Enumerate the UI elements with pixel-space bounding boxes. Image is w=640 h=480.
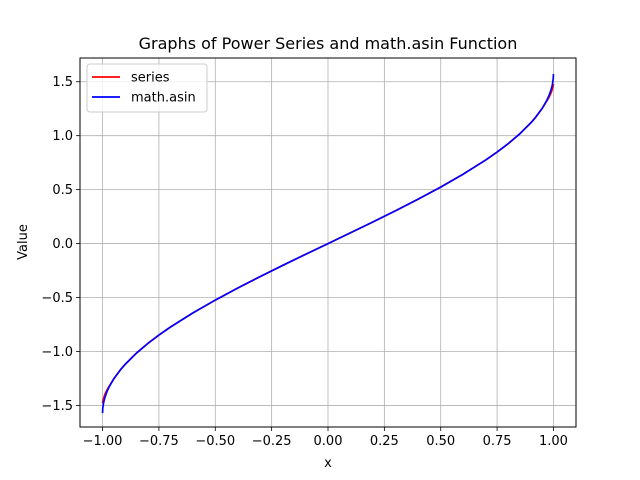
legend-label: series [131, 71, 170, 86]
x-axis-label: x [324, 456, 332, 471]
y-tick-label: 0.5 [52, 183, 73, 198]
x-tick-label: 0.25 [370, 434, 399, 449]
y-tick-label: 1.5 [52, 75, 73, 90]
x-tick-label: −1.00 [83, 434, 123, 449]
chart-title: Graphs of Power Series and math.asin Fun… [139, 34, 518, 53]
x-tick-label: 0.00 [314, 434, 343, 449]
x-tick-label: −0.75 [139, 434, 179, 449]
y-tick-label: −1.0 [41, 345, 73, 360]
y-tick-label: 1.0 [52, 129, 73, 144]
y-tick-label: 0.0 [52, 237, 73, 252]
x-tick-label: 1.00 [539, 434, 568, 449]
series-lines [101, 74, 555, 414]
legend: series math.asin [86, 63, 208, 113]
x-tick-label: −0.50 [195, 434, 235, 449]
y-axis-ticks: −1.5 −1.0 −0.5 0.0 0.5 1.0 1.5 [41, 75, 80, 414]
x-tick-label: 0.75 [483, 434, 512, 449]
y-tick-label: −1.5 [41, 399, 73, 414]
legend-label: math.asin [131, 91, 196, 106]
x-tick-label: 0.50 [426, 434, 455, 449]
x-tick-label: −0.25 [252, 434, 292, 449]
grid [80, 58, 576, 427]
y-tick-label: −0.5 [41, 291, 73, 306]
series-line-math-asin [101, 74, 555, 414]
x-axis-ticks: −1.00 −0.75 −0.50 −0.25 0.00 0.25 0.50 0.75 1.00 [83, 427, 568, 449]
y-axis-label: Value [16, 224, 31, 260]
legend-box [86, 63, 208, 113]
